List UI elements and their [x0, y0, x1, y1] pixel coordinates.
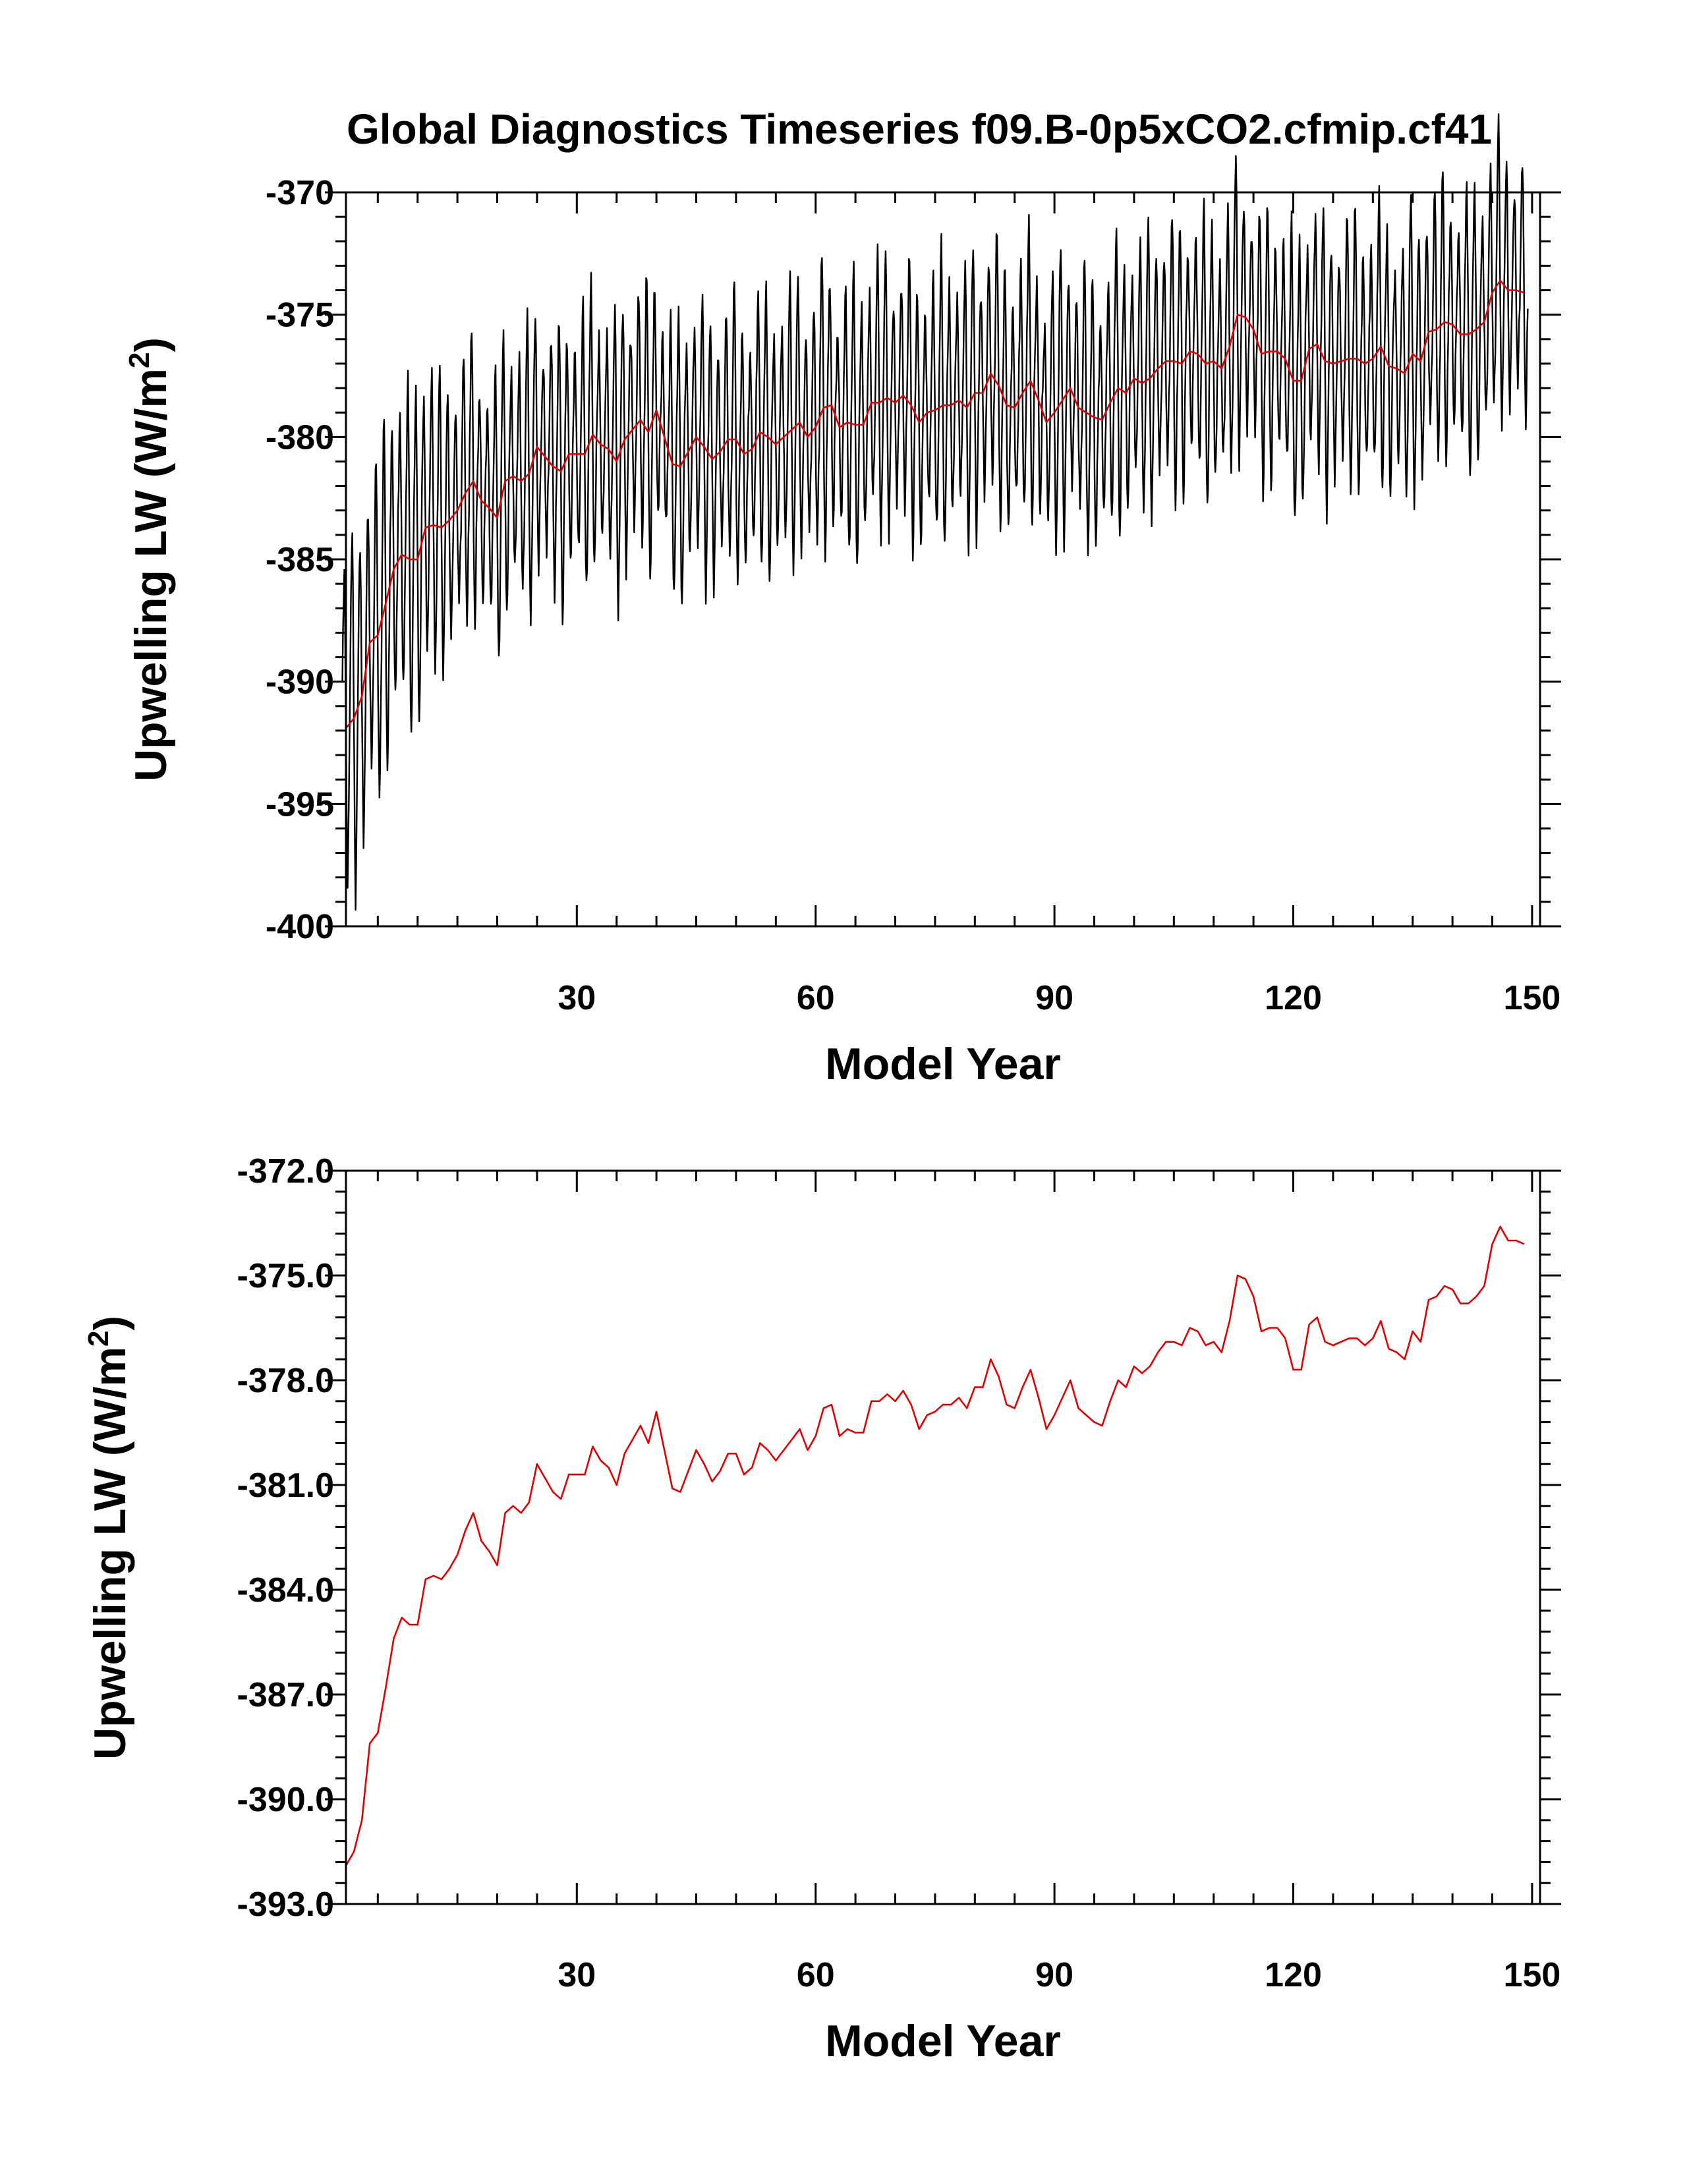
annual-mean-series-line [345, 1225, 1525, 1866]
y-tick-label: -378.0 [237, 1362, 334, 1400]
x-tick-label: 120 [1265, 1956, 1322, 1994]
y-tick-label: -384.0 [237, 1571, 334, 1610]
y-tick-label: -375.0 [237, 1257, 334, 1295]
y-axis-label-close: ) [126, 337, 176, 352]
y-axis-label-main: Upwelling LW (W/m [85, 1347, 135, 1760]
y-axis-label-close: ) [85, 1316, 135, 1331]
x-axis-label: Model Year [825, 2016, 1061, 2066]
monthly-series-line [341, 113, 1529, 911]
y-tick-label: -375 [266, 296, 334, 335]
x-tick-label: 150 [1504, 979, 1561, 1017]
y-axis-label: Upwelling LW (W/m2) [82, 1316, 135, 1760]
x-tick-label: 120 [1265, 979, 1322, 1017]
y-tick-label: -387.0 [237, 1676, 334, 1714]
x-tick-label: 90 [1035, 979, 1073, 1017]
y-axis-label-superscript: 2 [82, 1331, 115, 1347]
y-tick-label: -385 [266, 541, 334, 579]
y-tick-label: -380 [266, 418, 334, 457]
y-tick-label: -390.0 [237, 1781, 334, 1819]
annual-mean-series-line [345, 279, 1525, 729]
y-tick-label: -390 [266, 663, 334, 702]
y-tick-label: -372.0 [237, 1152, 334, 1190]
chart-panel-2: 30 60 90 120 150 -393.0 -390.0 -387.0 -384.0 -381… [82, 1152, 1561, 2066]
plot-frame [345, 1169, 1541, 1905]
plot-frame [345, 191, 1541, 928]
y-axis-label: Upwelling LW (W/m2) [123, 337, 176, 781]
x-tick-label: 60 [797, 1956, 835, 1994]
y-tick-label: -381.0 [237, 1467, 334, 1505]
chart-panel-1: 30 60 90 120 150 -400 -395 -390 -385 -380 -375 -370… [123, 113, 1561, 1089]
x-tick-label: 90 [1035, 1956, 1073, 1994]
y-axis-label-superscript: 2 [123, 352, 156, 368]
x-tick-label: 30 [558, 1956, 596, 1994]
y-tick-label: -393.0 [237, 1886, 334, 1924]
x-tick-label: 30 [558, 979, 596, 1017]
x-axis-label: Model Year [825, 1039, 1061, 1089]
y-tick-label: -395 [266, 785, 334, 824]
figure-title: Global Diagnostics Timeseries f09.B-0p5x… [347, 105, 1492, 153]
y-axis-label-main: Upwelling LW (W/m [126, 368, 176, 781]
y-tick-label: -370 [266, 174, 334, 212]
x-tick-label: 60 [797, 979, 835, 1017]
x-tick-label: 150 [1504, 1956, 1561, 1994]
y-tick-label: -400 [266, 908, 334, 946]
